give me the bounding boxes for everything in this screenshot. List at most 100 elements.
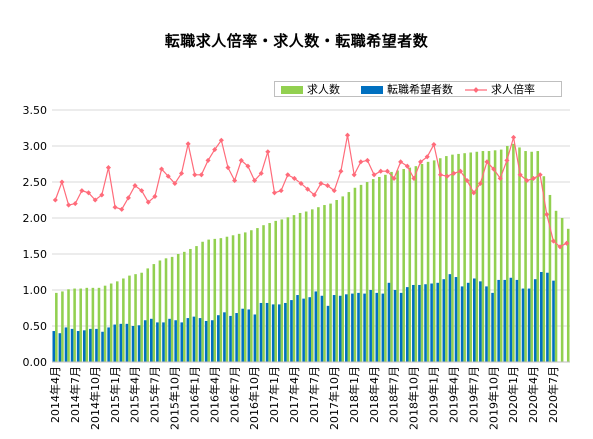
ratio-point: [338, 168, 344, 174]
bar-job-seekers: [241, 308, 244, 362]
bar-job-openings: [359, 184, 363, 362]
bar-job-openings: [371, 179, 375, 362]
bar-job-openings: [170, 256, 174, 362]
bar-job-openings: [493, 150, 497, 362]
bar-job-seekers: [497, 279, 500, 362]
x-tick-label: 2016年1月: [187, 366, 201, 423]
x-tick-label: 2020年1月: [506, 366, 520, 423]
x-tick-label: 2018年1月: [347, 366, 361, 423]
bar-job-openings: [91, 287, 95, 362]
bar-job-openings: [292, 215, 296, 362]
x-tick-label: 2016年4月: [207, 366, 221, 423]
bar-job-seekers: [265, 302, 269, 362]
x-tick-label: 2016年10月: [247, 366, 261, 430]
bar-job-openings: [536, 151, 540, 362]
bar-job-openings: [122, 278, 125, 362]
ratio-point: [344, 132, 351, 138]
bar-job-seekers: [290, 300, 293, 362]
bar-job-openings: [426, 161, 430, 362]
bar-job-seekers: [351, 293, 354, 362]
y-tick-label: 0.00: [23, 356, 48, 369]
bar-job-seekers: [399, 292, 403, 362]
x-tick-label: 2017年10月: [327, 366, 341, 430]
bar-job-openings: [499, 149, 503, 362]
bar-job-seekers: [174, 320, 177, 362]
legend: 求人数 転職希望者数 求人倍率: [274, 81, 562, 97]
bar-job-seekers: [393, 290, 397, 362]
ratio-point: [112, 204, 118, 210]
y-tick-label: 3.50: [23, 104, 48, 117]
bar-job-openings: [414, 166, 418, 362]
ratio-point: [198, 172, 204, 178]
ratio-point: [285, 172, 291, 178]
bar-job-openings: [134, 274, 137, 362]
x-tick-label: 2014年10月: [88, 366, 102, 430]
bar-job-seekers: [460, 286, 464, 362]
bar-job-openings: [402, 169, 405, 362]
bar-job-seekers: [156, 322, 159, 362]
ratio-point: [444, 173, 450, 179]
bar-job-seekers: [284, 302, 287, 362]
ratio-point: [451, 170, 457, 176]
bar-job-seekers: [552, 280, 555, 362]
bar-job-seekers: [375, 292, 379, 362]
bar-job-seekers: [198, 318, 202, 362]
bar-job-openings: [420, 164, 424, 362]
ratio-point: [398, 159, 404, 165]
bar-job-seekers: [52, 331, 56, 362]
bar-job-openings: [286, 217, 290, 362]
bar-job-openings: [262, 225, 265, 362]
bar-job-openings: [378, 176, 381, 362]
bar-job-seekers: [217, 315, 220, 362]
ratio-point: [185, 141, 191, 147]
ratio-point: [530, 175, 537, 181]
bar-job-seekers: [101, 331, 104, 362]
bar-job-seekers: [308, 297, 311, 362]
bar-job-seekers: [466, 282, 470, 362]
bar-job-seekers: [314, 291, 318, 362]
bar-job-seekers: [515, 279, 519, 362]
x-tick-label: 2017年1月: [267, 366, 281, 423]
bar-job-openings: [335, 200, 338, 362]
bar-job-openings: [542, 176, 546, 362]
bar-job-seekers: [180, 322, 184, 362]
bar-job-openings: [463, 153, 466, 362]
bar-job-openings: [268, 223, 271, 362]
x-tick-label: 2016年7月: [227, 366, 241, 423]
ratio-point: [331, 188, 337, 194]
bar-job-openings: [365, 182, 369, 362]
ratio-point: [79, 188, 85, 194]
bar-job-seekers: [412, 284, 415, 362]
ratio-point: [59, 179, 65, 185]
bar-job-seekers: [345, 294, 348, 362]
ratio-point: [298, 180, 304, 186]
ratio-point: [278, 188, 284, 194]
bar-job-seekers: [247, 309, 251, 362]
ratio-point: [178, 170, 185, 176]
y-tick-label: 0.50: [23, 320, 48, 333]
bar-job-seekers: [296, 295, 299, 362]
x-tick-label: 2018年7月: [387, 366, 401, 423]
bar-job-seekers: [521, 288, 525, 362]
bar-job-openings: [164, 258, 168, 362]
ratio-point: [172, 180, 178, 186]
ratio-point: [371, 172, 377, 178]
bar-job-seekers: [82, 330, 86, 362]
bar-job-seekers: [491, 292, 494, 362]
bar-job-openings: [97, 287, 101, 362]
bar-job-openings: [329, 203, 332, 362]
bar-job-seekers: [253, 314, 257, 362]
bar-job-openings: [390, 171, 393, 362]
bar-job-openings: [195, 246, 198, 362]
ratio-point: [139, 188, 145, 194]
bar-job-seekers: [277, 304, 281, 362]
ratio-point: [218, 137, 224, 143]
y-tick-label: 3.00: [23, 140, 48, 153]
ratio-point: [404, 163, 410, 169]
bar-job-openings: [115, 281, 119, 362]
ratio-point: [457, 168, 463, 174]
bar-job-openings: [243, 232, 247, 362]
legend-label-job-seekers: 転職希望者数: [387, 83, 453, 96]
bar-job-seekers: [503, 279, 507, 362]
bar-job-seekers: [479, 281, 482, 362]
